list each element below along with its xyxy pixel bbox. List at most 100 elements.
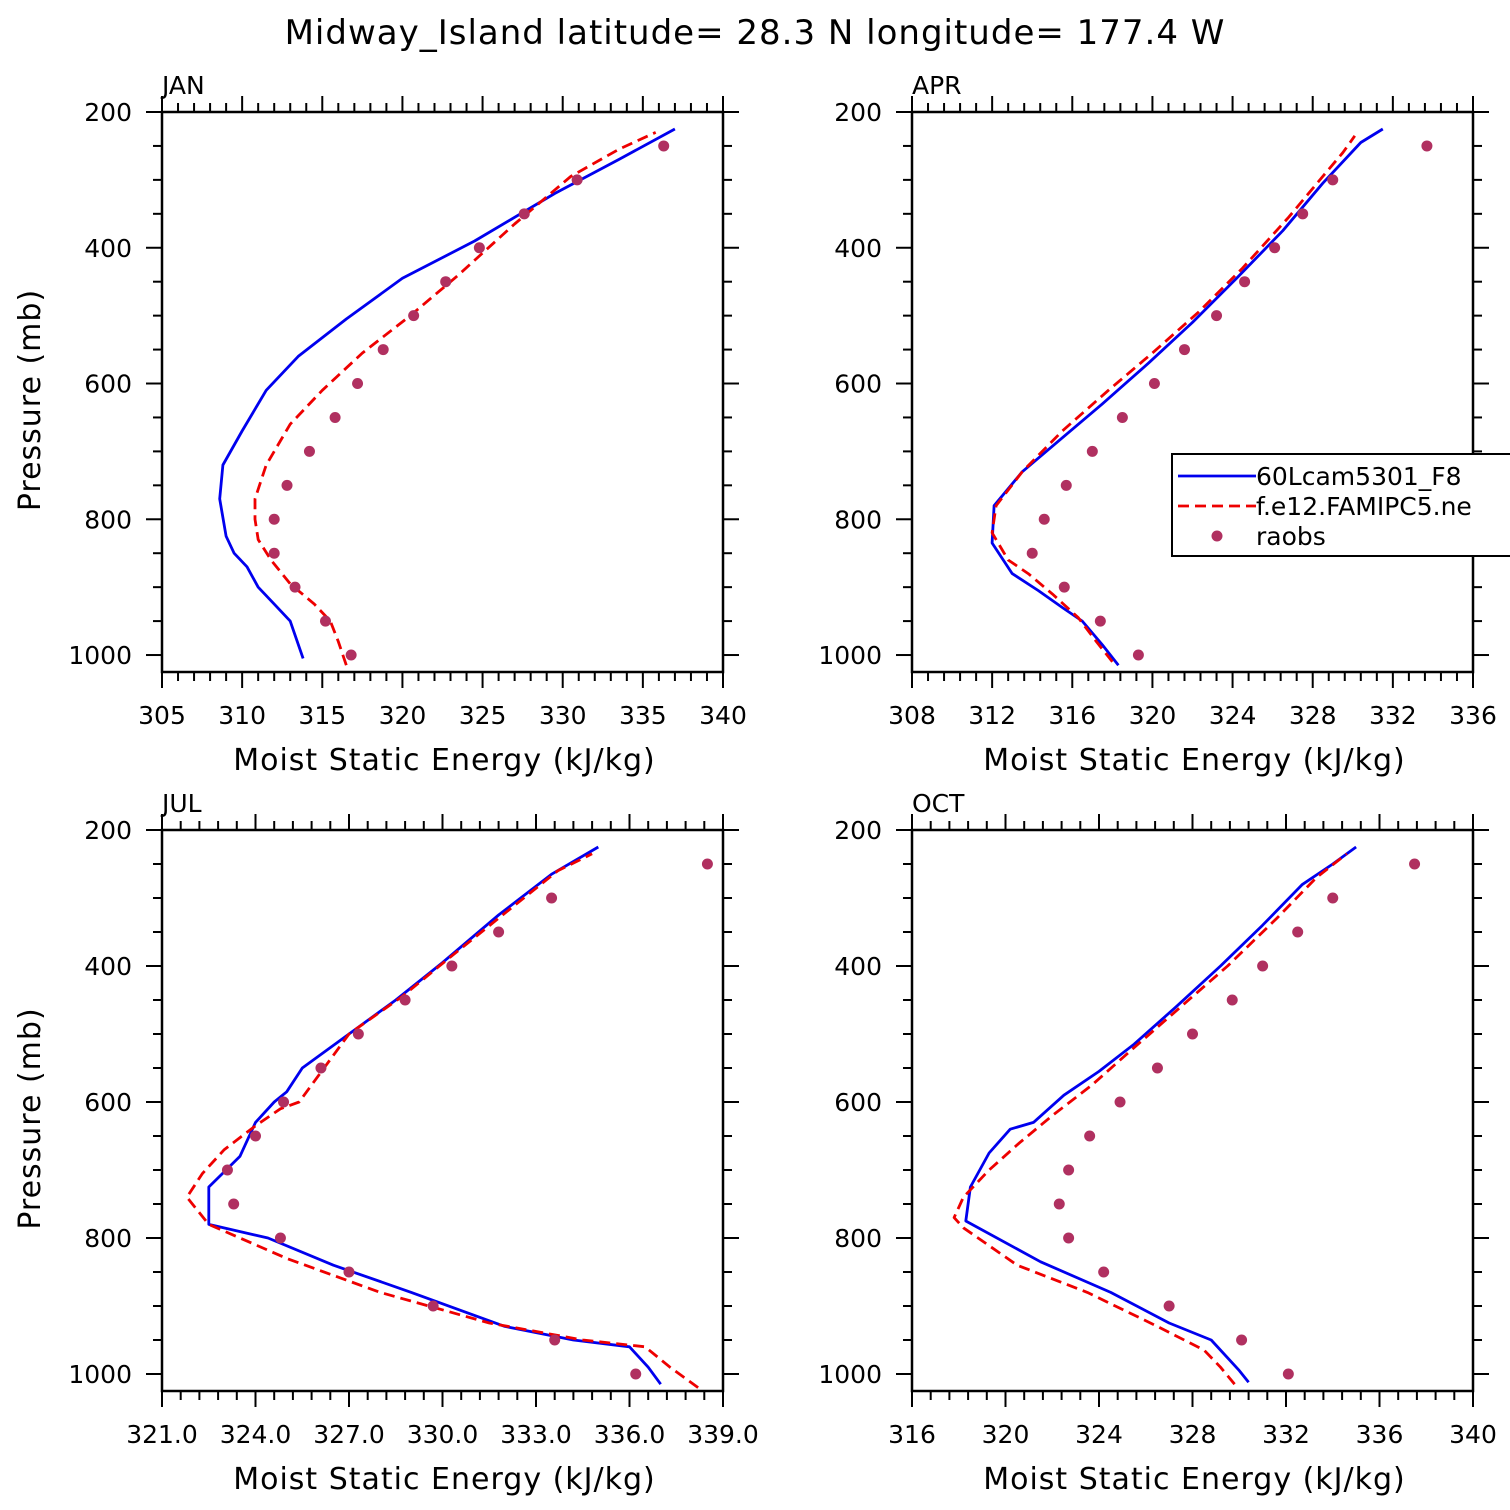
raobs-marker [1060,479,1072,491]
y-tick-label: 800 [84,505,132,534]
x-tick-label: 316 [888,1420,936,1449]
y-tick-label: 600 [834,370,882,399]
y-tick-label: 200 [834,816,882,845]
x-tick-label: 310 [218,701,266,730]
plot-area [218,127,676,666]
legend-marker-raobs [1211,530,1223,542]
y-tick-label: 1000 [818,1360,882,1389]
raobs-marker [1327,892,1339,904]
raobs-marker [473,242,485,254]
x-tick-label: 327.0 [313,1420,385,1449]
raobs-marker [1292,926,1304,938]
x-axis-label: Moist Static Energy (kJ/kg) [233,1462,656,1497]
x-tick-label: 308 [888,701,936,730]
raobs-marker [1098,1266,1110,1278]
raobs-marker [1063,1232,1075,1244]
raobs-marker [440,276,452,288]
raobs-marker [1409,858,1421,870]
legend-entry-label: raobs [1256,522,1326,551]
raobs-marker [630,1368,642,1380]
y-tick-label: 800 [834,505,882,534]
raobs-marker [1132,649,1144,661]
series-line-60lcam5301 [990,127,1384,667]
panel-label: OCT [912,789,965,818]
y-tick-label: 200 [84,816,132,845]
x-tick-label: 328 [1289,701,1337,730]
plot-area [990,127,1433,667]
raobs-marker [1116,411,1128,423]
raobs-marker [701,858,713,870]
x-tick-label: 333.0 [500,1420,572,1449]
x-axis-label: Moist Static Energy (kJ/kg) [983,743,1406,778]
y-tick-label: 1000 [818,641,882,670]
y-tick-label: 600 [84,1088,132,1117]
y-axis-label: Pressure (mb) [13,1007,48,1229]
y-tick-label: 400 [84,952,132,981]
raobs-marker [518,208,530,220]
x-tick-label: 330.0 [407,1420,479,1449]
y-tick-label: 800 [834,1224,882,1253]
y-tick-label: 200 [84,98,132,127]
x-axis-label: Moist Static Energy (kJ/kg) [983,1462,1406,1497]
raobs-marker [571,174,583,186]
y-tick-label: 400 [834,952,882,981]
raobs-marker [352,378,364,390]
raobs-marker [1211,310,1223,322]
raobs-marker [1297,208,1309,220]
raobs-marker [228,1198,240,1210]
raobs-marker [345,649,357,661]
x-tick-label: 336.0 [594,1420,666,1449]
raobs-marker [658,140,670,152]
raobs-marker [268,513,280,525]
raobs-marker [1178,344,1190,356]
x-tick-label: 324.0 [220,1420,292,1449]
raobs-marker [1421,140,1433,152]
series-line-fe12-famipc5 [990,134,1356,663]
y-tick-label: 400 [834,234,882,263]
raobs-marker [221,1164,233,1176]
raobs-marker [493,926,505,938]
raobs-marker [1038,513,1050,525]
raobs-marker [1226,994,1238,1006]
raobs-marker [1187,1028,1198,1040]
raobs-marker [289,581,301,593]
panels: JAN 305 310 315 320 325 330 335 340 200 400 600 800 1… [13,71,1497,1497]
raobs-marker [1269,242,1281,254]
x-tick-label: 330 [539,701,587,730]
series-line-fe12-famipc5 [185,852,699,1389]
legend-box [1171,453,1510,557]
x-tick-label: 324 [1075,1420,1123,1449]
panel-apr: APR 308 312 316 320 324 328 332 336 200 400 600 800 1… [818,71,1496,778]
raobs-marker [1053,1198,1065,1210]
raobs-marker [1151,1062,1163,1074]
raobs-marker [315,1062,327,1074]
raobs-marker [343,1266,355,1278]
x-tick-label: 336 [1449,701,1497,730]
legend-entry-label: f.e12.FAMIPC5.ne [1256,492,1472,521]
panel-frame [910,828,1475,1393]
x-tick-label: 336 [1356,1420,1404,1449]
x-tick-label: 316 [1048,701,1096,730]
raobs-marker [1239,276,1251,288]
y-tick-label: 1000 [68,641,132,670]
panel-label: JUL [160,789,202,818]
y-tick-label: 600 [84,370,132,399]
series-line-fe12-famipc5 [253,131,657,666]
raobs-marker [1236,1334,1248,1346]
raobs-marker [319,615,331,627]
y-axis-label: Pressure (mb) [13,289,48,511]
raobs-marker [303,445,315,457]
x-tick-label: 321.0 [126,1420,198,1449]
raobs-marker [1114,1096,1126,1108]
panel-jan: JAN 305 310 315 320 325 330 335 340 200 400 600 800 1… [13,71,747,778]
raobs-marker [549,1334,561,1346]
x-tick-label: 315 [298,701,346,730]
series-line-60lcam5301 [218,127,676,659]
y-tick-label: 600 [834,1088,882,1117]
panel-oct: OCT 316 320 324 328 332 336 340 200 400 600 800 1000… [818,789,1496,1497]
legend-entry-label: 60Lcam5301_F8 [1256,462,1462,491]
raobs-marker [1063,1164,1075,1176]
series-line-fe12-famipc5 [952,852,1348,1386]
y-tick-label: 1000 [68,1360,132,1389]
